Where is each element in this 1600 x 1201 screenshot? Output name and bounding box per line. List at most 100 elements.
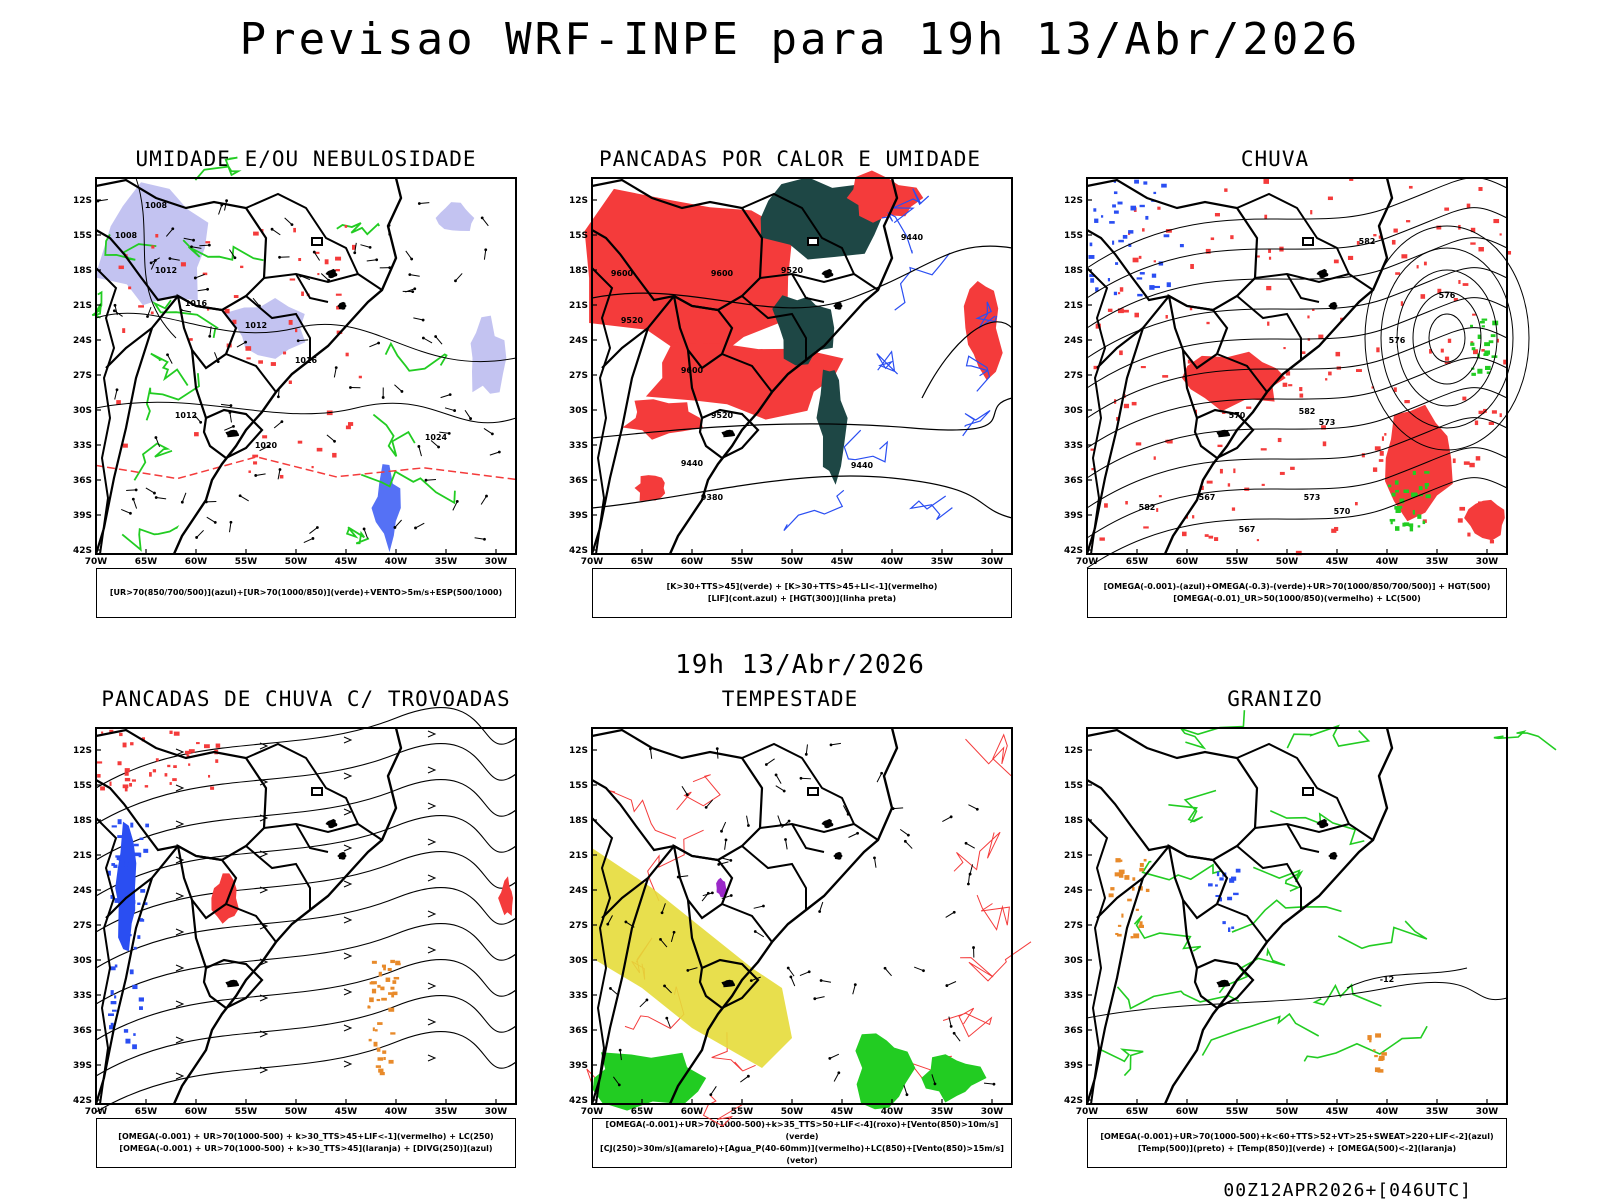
rain-area: [1492, 410, 1497, 413]
omega-strong-area: [1390, 519, 1396, 522]
vector-head: [665, 1017, 668, 1020]
wind-vector: [309, 527, 317, 533]
isoline-label: 1012: [155, 266, 177, 275]
vector-head: [254, 474, 257, 477]
panel-3-legend: [OMEGA(-0.001)-(azul)+OMEGA(-0.3)-(verde…: [1087, 568, 1507, 618]
map-frame: [1087, 178, 1507, 554]
vector-head: [646, 999, 649, 1002]
streamline: [96, 708, 516, 788]
rain-area: [1392, 240, 1396, 245]
thickness-contour: [240, 266, 243, 268]
rain-area: [1334, 527, 1338, 531]
lon-label: 45W: [335, 557, 358, 567]
isoline-label: 570: [1334, 507, 1351, 516]
lon-label: 65W: [1126, 557, 1149, 567]
thickness-contour: [123, 444, 128, 448]
rain-area: [1307, 315, 1309, 318]
omega-area: [1180, 244, 1184, 247]
lat-label: 33S: [569, 441, 588, 451]
vector-head: [422, 337, 425, 340]
rain-area: [1379, 459, 1384, 462]
border-argentina: [1087, 846, 1197, 1104]
divergence-area: [130, 900, 136, 904]
instability-area: [372, 961, 377, 964]
isoline-label: 9520: [621, 316, 644, 325]
lon-label: 40W: [881, 557, 904, 567]
geopotential-contour: [1087, 208, 1507, 298]
divergence-area: [111, 1023, 114, 1026]
divergence-area: [140, 838, 144, 840]
lon-label: 70W: [1076, 1107, 1099, 1117]
vector-head: [199, 421, 202, 424]
rain-area: [1232, 507, 1235, 510]
lake-area: [1328, 852, 1338, 860]
thickness-contour: [253, 232, 259, 236]
precipitable-water-contour: [648, 830, 704, 901]
vector-head: [830, 743, 833, 746]
vector-head: [454, 279, 457, 282]
lon-label: 55W: [1226, 557, 1249, 567]
isoline-label: 576: [1389, 336, 1406, 345]
omega-area: [1167, 282, 1171, 287]
map-frame: [1087, 728, 1507, 1104]
divergence-area: [137, 903, 140, 905]
vector-head: [884, 967, 887, 970]
vector-head: [481, 216, 484, 219]
thickness-contour: [345, 225, 347, 228]
border-chile: [1087, 268, 1107, 554]
wind-vector: [946, 912, 955, 917]
thickness-contour: [252, 455, 258, 458]
vector-head: [410, 258, 413, 261]
lon-label: 55W: [731, 557, 754, 567]
vector-head: [166, 353, 169, 356]
rain-area: [1099, 537, 1104, 540]
vector-head: [155, 496, 158, 499]
vector-head: [789, 975, 792, 978]
wind-vector: [853, 985, 856, 995]
lon-label: 55W: [1226, 1107, 1249, 1117]
legend-line: [OMEGA(-0.001)+UR>70(1000-500)+k>35_TTS>…: [593, 1119, 1011, 1143]
vector-head: [976, 808, 979, 811]
thunder-area: [156, 758, 159, 761]
rain-area: [1458, 280, 1460, 284]
omega-area: [1164, 234, 1170, 237]
rain-area: [1123, 310, 1128, 313]
divergence-area: [134, 947, 137, 950]
divergence-area: [115, 822, 136, 952]
wind-vector: [747, 816, 749, 826]
lat-label: 15S: [1064, 231, 1083, 241]
rain-area: [1118, 292, 1120, 294]
rain-area: [1224, 188, 1227, 191]
thickness-contour: [253, 461, 257, 464]
wind-vector: [272, 229, 280, 235]
lif-contour: [844, 430, 887, 462]
divergence-area: [145, 824, 149, 828]
thunder-area: [132, 779, 136, 781]
rain-area: [1091, 468, 1093, 470]
vector-head: [316, 526, 319, 529]
divergence-area: [117, 856, 121, 860]
lat-label: 12S: [1064, 196, 1083, 206]
divergence-area: [117, 835, 122, 838]
instability-area: [383, 1057, 385, 1060]
wind-vector: [711, 1086, 717, 1094]
isoline-label: 573: [1319, 418, 1336, 427]
vector-head: [422, 319, 425, 322]
omega-strong-area: [1419, 486, 1423, 490]
wind-vector: [970, 864, 972, 874]
wind-vector: [240, 496, 249, 501]
lake-area: [721, 430, 735, 437]
humidity-contour: [347, 527, 369, 543]
streamline: [96, 1032, 516, 1112]
rain-area: [1133, 258, 1139, 263]
wind-vector: [968, 874, 969, 884]
lat-label: 24S: [569, 336, 588, 346]
vector-head: [453, 409, 456, 412]
panel-2-legend: [K>30+TTS>45](verde) + [K>30+TTS>45+LI<-…: [592, 568, 1012, 618]
vector-head: [880, 772, 883, 775]
vector-head: [491, 432, 494, 435]
rain-area: [1467, 533, 1470, 537]
thunder-area: [204, 744, 210, 748]
legend-line: [Temp(500)](preto) + [Temp(850)](verde) …: [1138, 1143, 1456, 1155]
vector-head: [747, 824, 750, 827]
